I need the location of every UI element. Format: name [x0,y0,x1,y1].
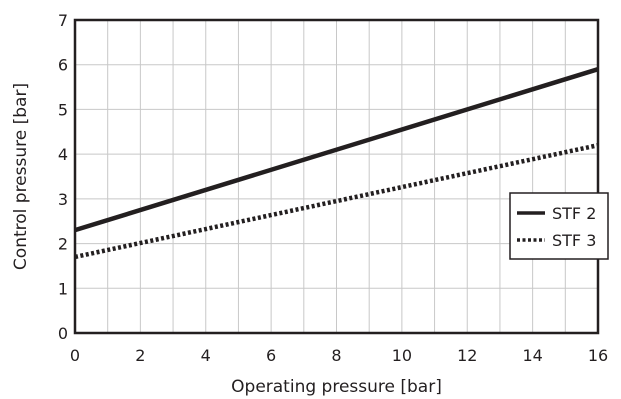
series-lines [74,67,599,260]
x-tick-label: 16 [588,346,608,365]
y-axis-label: Control pressure [bar] [11,83,31,270]
legend-label-2: STF 3 [552,231,596,250]
x-tick-label: 6 [266,346,276,365]
y-tick-label: 3 [58,190,68,209]
x-axis-label: Operating pressure [bar] [231,377,442,397]
legend-label-1: STF 2 [552,204,596,223]
plot-frame [73,18,600,335]
x-tick-label: 4 [201,346,211,365]
legend: STF 2 STF 3 [509,192,609,260]
y-tick-label: 5 [58,100,68,119]
x-tick-label: 14 [522,346,542,365]
y-tick-label: 6 [58,56,68,75]
x-tick-label: 2 [135,346,145,365]
x-tick-label: 12 [457,346,477,365]
y-tick-label: 2 [58,235,68,254]
y-tick-labels: 0 1 2 3 4 5 6 7 [58,11,68,343]
y-tick-label: 1 [58,279,68,298]
y-tick-label: 7 [58,11,68,30]
x-tick-labels: 0 2 4 6 8 10 12 14 16 [70,346,608,365]
y-tick-label: 0 [58,324,68,343]
x-tick-label: 10 [392,346,412,365]
x-tick-label: 8 [331,346,341,365]
series-line-2 [74,142,599,260]
legend-box [509,192,609,260]
x-tick-label: 0 [70,346,80,365]
grid [75,20,598,333]
series-line-1 [74,67,599,233]
y-tick-label: 4 [58,145,68,164]
